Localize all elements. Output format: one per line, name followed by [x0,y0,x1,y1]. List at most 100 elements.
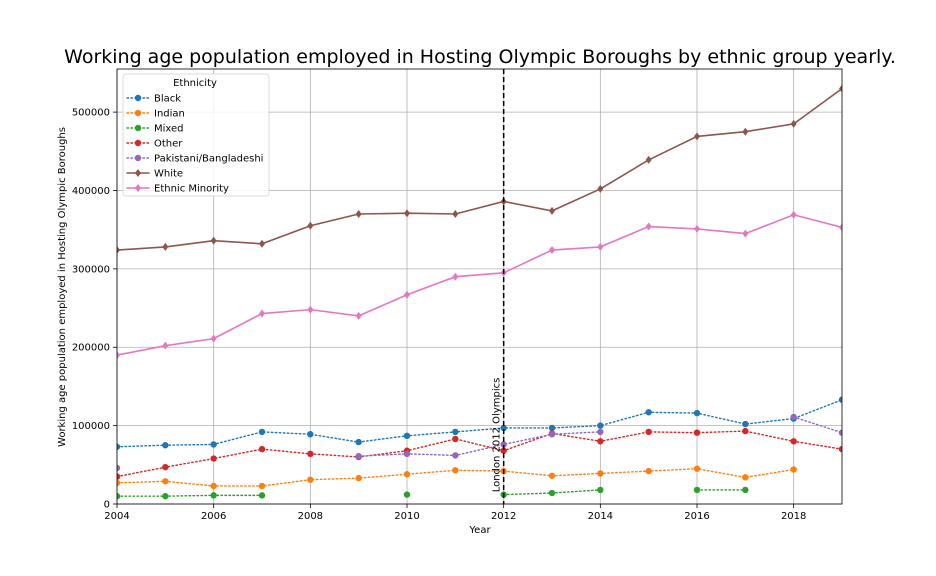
x-tick-label: 2012 [491,511,516,522]
data-point [645,467,652,475]
data-point [258,428,266,436]
data-point [790,438,797,445]
legend-item: White [126,169,183,180]
data-point [258,445,266,453]
series-indian [117,465,797,490]
data-point [500,424,507,432]
data-point [117,492,121,500]
data-point [839,223,842,232]
legend-marker [134,124,142,132]
data-point [258,482,266,490]
series-white [117,84,842,255]
data-point [693,465,701,472]
y-tick-label: 100000 [72,421,110,432]
data-point [548,431,556,438]
data-point [355,474,362,482]
legend-label: Mixed [154,124,184,135]
legend-item: Indian [126,109,185,120]
data-point [162,442,169,449]
legend-item: Ethnic Minority [126,184,229,195]
data-point [597,428,604,436]
series-line [357,431,602,457]
data-point [355,452,362,460]
data-point [742,229,749,238]
series-line [117,213,842,356]
data-point [790,413,797,421]
data-point [355,311,362,320]
y-tick-label: 300000 [72,264,110,275]
legend-label: Indian [154,109,185,120]
series-line [117,494,263,497]
series-ethnic-minority [117,210,842,360]
legend: Ethnicity Black Indian Mixed Other Pakistani/… [122,73,270,197]
axes: 2004 2006 2008 2010 2012 2014 2016 2018 0 100000 2… [72,68,843,522]
data-point [693,486,701,494]
y-axis-label: Working age population employed in Hosti… [57,127,68,447]
legend-marker [134,139,142,147]
data-point [693,429,701,436]
y-tick-label: 500000 [72,108,110,119]
series-line [117,430,842,478]
data-point [117,473,121,480]
legend-box [122,73,270,197]
data-point [259,309,265,318]
data-point [694,132,700,141]
data-point [548,424,556,432]
data-point [742,474,749,481]
data-point [210,334,217,343]
chart-title: Working age population employed in Hosti… [64,46,896,68]
data-point [790,210,797,219]
data-point [117,464,121,472]
data-point [597,242,604,251]
legend-label: Ethnic Minority [154,184,229,195]
data-point [355,210,362,218]
data-point [452,452,459,459]
legend-marker [135,169,141,177]
x-axis-label: Year [468,525,491,536]
y-tick-label: 0 [104,500,110,511]
data-point [210,236,217,245]
data-point [117,246,120,255]
legend-item: Pakistani/Bangladeshi [126,154,263,165]
data-point [210,492,217,499]
legend-item: Other [126,139,183,150]
legend-title: Ethnicity [173,78,217,89]
x-tick-label: 2014 [588,511,613,522]
data-point [403,491,411,498]
y-tick-label: 400000 [72,186,110,197]
data-point [548,489,556,497]
data-point [162,242,169,251]
data-point [742,127,749,136]
data-point [452,435,459,443]
data-point [597,184,604,193]
x-tick-label: 2018 [781,511,806,522]
data-point [307,476,314,483]
x-tick-label: 2008 [298,511,323,522]
data-point [838,396,842,403]
data-point [597,470,604,477]
grid-lines [116,69,842,505]
data-point [162,478,169,485]
series-pakistani-bangladeshi [117,413,842,472]
data-point [162,492,169,500]
data-point [452,272,459,281]
data-point [694,224,700,233]
data-point [210,455,217,462]
data-point [500,447,507,454]
legend-marker [135,184,141,192]
legend-label: Other [154,139,183,150]
olympics-label: London 2012 Olympics [492,378,503,493]
data-point [645,222,652,231]
data-point [742,420,749,428]
data-point [404,290,410,299]
data-point [742,427,749,435]
data-point [548,472,556,479]
data-point [742,486,749,494]
data-point [307,305,314,314]
data-point [549,206,555,215]
data-point [307,431,314,438]
series-line [117,87,842,251]
data-point [645,428,652,436]
legend-label: White [154,169,183,180]
data-point [693,409,701,417]
